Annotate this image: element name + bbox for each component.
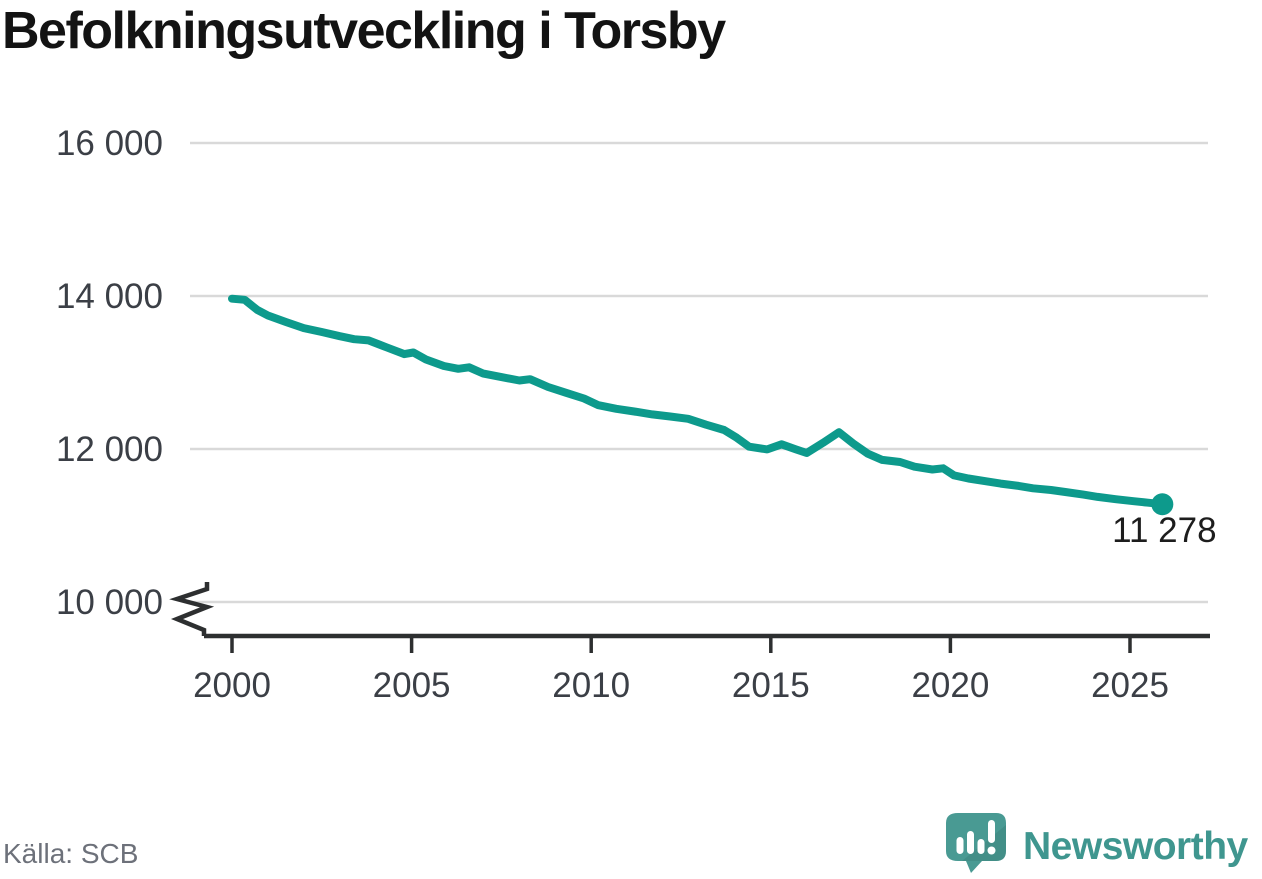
y-axis-tick-label: 14 000 <box>56 277 163 316</box>
logo-barchart-glyph <box>956 820 996 855</box>
y-axis-tick-label: 12 000 <box>56 430 163 469</box>
x-axis-tick-label: 2020 <box>911 666 989 705</box>
y-axis-tick-label: 16 000 <box>56 124 163 163</box>
y-axis-tick-label: 10 000 <box>56 583 163 622</box>
axis-break-icon <box>169 582 215 636</box>
x-axis-tick-label: 2005 <box>373 666 451 705</box>
x-axis-tick-label: 2015 <box>732 666 810 705</box>
series-endpoint-marker <box>1151 493 1174 516</box>
newsworthy-logo: Newsworthy <box>944 811 1248 875</box>
newsworthy-logo-icon <box>946 813 1006 873</box>
end-value-label: 11 278 <box>1112 511 1216 550</box>
chart-title: Befolkningsutveckling i Torsby <box>2 2 726 60</box>
x-axis-tick-label: 2000 <box>193 666 271 705</box>
x-axis-tick-label: 2025 <box>1091 666 1169 705</box>
population-line-chart: 16 000 14 000 12 000 10 000 2000 2005 2010 2015… <box>56 124 1217 705</box>
population-series-line <box>228 294 1167 509</box>
source-note: Källa: SCB <box>3 838 139 869</box>
newsworthy-wordmark: Newsworthy <box>1023 824 1248 868</box>
x-axis-tick-label: 2010 <box>552 666 630 705</box>
